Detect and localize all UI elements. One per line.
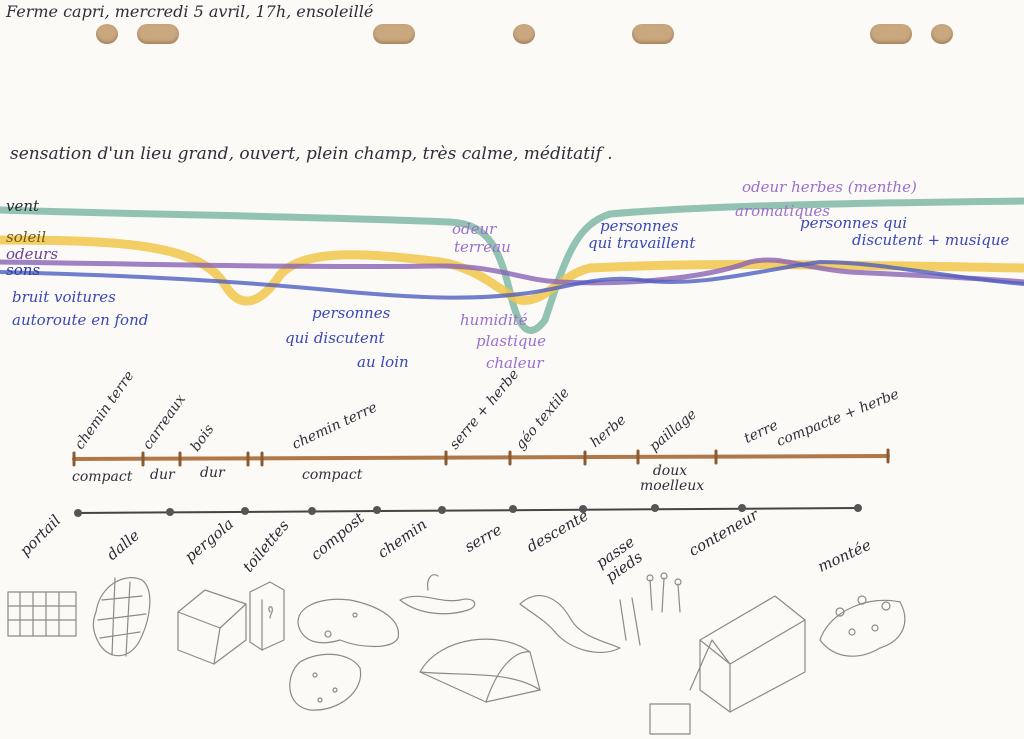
- annotation-qui-travaillent: qui travaillent: [588, 234, 696, 252]
- ground-quality: dur: [150, 467, 175, 483]
- slab-sketch: [92, 577, 151, 657]
- annotation-terreau: terreau: [454, 238, 511, 256]
- greenhouse-sketch: [419, 638, 541, 703]
- binder-hole: [632, 24, 674, 44]
- annotation-bruit-voitures: bruit voitures: [12, 288, 116, 306]
- path-stop-dot: [854, 504, 862, 512]
- soleil-curve: [0, 235, 1024, 306]
- annotation-personnes-qui: personnes qui: [800, 214, 908, 232]
- annotation-discutent-musique: discutent + musique: [852, 231, 1010, 249]
- annotation-plastique: plastique: [476, 332, 547, 350]
- slope-sketch: [519, 595, 621, 653]
- vent-curve: [0, 197, 1024, 334]
- path-stop-dot: [373, 506, 381, 514]
- annotation-aromatiques: aromatiques: [735, 202, 830, 220]
- label-sons: sons: [6, 261, 41, 279]
- annotation-chaleur: chaleur: [486, 354, 544, 372]
- ground-quality: dur: [200, 465, 225, 481]
- path-stop-dot: [438, 506, 446, 514]
- plants-sketch: [619, 572, 682, 646]
- binder-hole: [373, 24, 415, 44]
- impression-text: sensation d'un lieu grand, ouvert, plein…: [10, 144, 613, 164]
- path-stop-dot: [74, 509, 82, 517]
- binder-hole: [513, 24, 535, 44]
- binder-hole: [870, 24, 912, 44]
- ground-quality: compact: [72, 469, 133, 485]
- odeurs-curve: [0, 257, 1024, 286]
- annotation-odeur: odeur: [452, 220, 497, 238]
- ground-line: [72, 454, 890, 461]
- annotation-autoroute: autoroute en fond: [12, 311, 149, 329]
- binder-hole: [137, 24, 179, 44]
- binder-hole: [96, 24, 118, 44]
- container-sketch: [649, 595, 806, 735]
- pergola-sketch: [177, 589, 247, 665]
- path-stop-dot: [579, 505, 587, 513]
- path-sketch: [399, 574, 476, 615]
- ground-quality: compact: [302, 467, 363, 483]
- label-vent: vent: [6, 197, 40, 215]
- annotation-humidite: humidité: [460, 311, 528, 329]
- toilet-sketch: [249, 581, 285, 651]
- annotation-personnes-loin: personnes: [312, 304, 391, 322]
- path-stop-dot: [509, 505, 517, 513]
- annotation-odeur-herbes: odeur herbes (menthe): [742, 178, 917, 196]
- label-odeurs: odeurs: [6, 245, 59, 263]
- label-soleil: soleil: [6, 228, 46, 246]
- path-stop-dot: [738, 504, 746, 512]
- path-stop-dot: [166, 508, 174, 516]
- binder-hole: [931, 24, 953, 44]
- ground-quality: doux moelleux: [640, 463, 705, 495]
- annotation-qui-discutent: qui discutent: [285, 329, 385, 347]
- mound-sketch: [819, 595, 906, 657]
- annotation-personnes-travail: personnes: [600, 217, 679, 235]
- compost-sketch: [289, 598, 399, 711]
- path-stop-dot: [651, 504, 659, 512]
- path-stop-dot: [308, 507, 316, 515]
- sheet-title: Ferme capri, mercredi 5 avril, 17h, enso…: [6, 2, 374, 21]
- sons-curve: [0, 259, 1024, 300]
- annotation-au-loin: au loin: [357, 353, 409, 371]
- gate-sketch: [7, 591, 77, 637]
- path-line: [77, 507, 859, 514]
- path-stop-dot: [241, 507, 249, 515]
